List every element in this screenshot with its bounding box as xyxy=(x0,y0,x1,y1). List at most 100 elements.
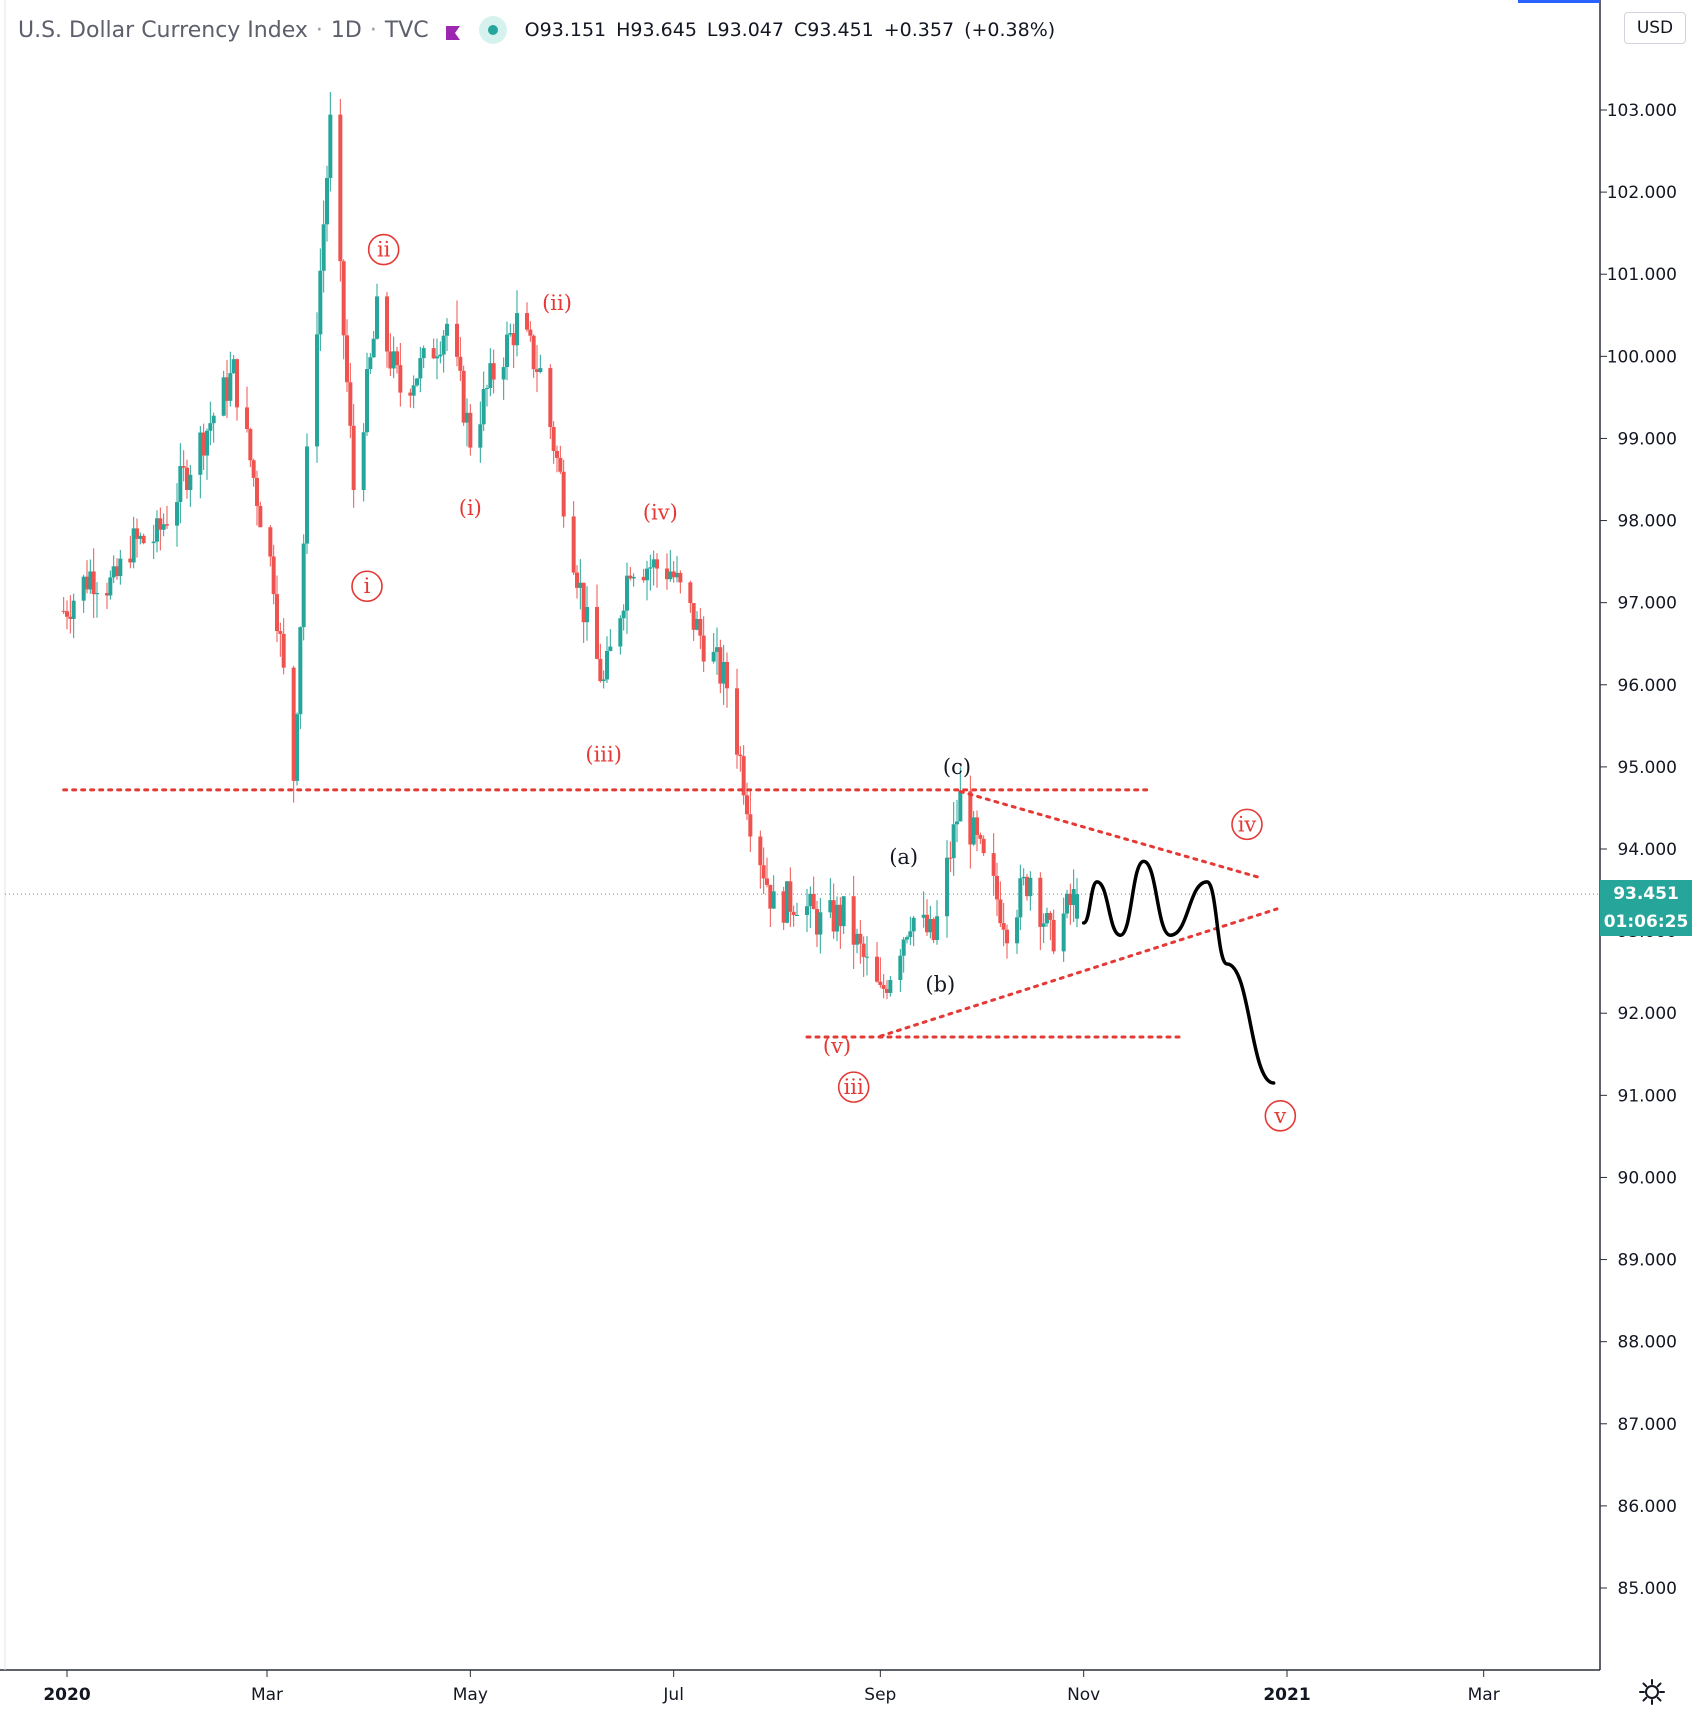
candle-body xyxy=(885,988,889,993)
wave-label[interactable]: i xyxy=(364,574,371,598)
candle-body xyxy=(161,524,166,530)
candle-body xyxy=(701,635,706,662)
projection-path[interactable] xyxy=(1081,859,1276,1085)
candle-body xyxy=(935,916,939,941)
candle-body xyxy=(888,979,893,993)
candle-body xyxy=(395,351,399,366)
candle-body xyxy=(858,933,863,944)
candle-body xyxy=(351,425,356,491)
candle-body xyxy=(1068,893,1073,906)
candle-body xyxy=(295,714,299,781)
candle-body xyxy=(415,378,419,386)
wave-label[interactable]: (b) xyxy=(925,972,955,996)
settings-gear-icon[interactable] xyxy=(1638,1678,1666,1706)
price-axis-label: 91.000 xyxy=(1618,1086,1677,1106)
change-percent: (+0.38%) xyxy=(964,19,1056,41)
separator-dot: · xyxy=(315,17,323,43)
candle-body xyxy=(445,323,449,336)
candle-body xyxy=(511,333,516,346)
candle-body xyxy=(488,363,493,389)
candle-body xyxy=(695,618,699,630)
candle-body xyxy=(95,593,99,595)
wave-label[interactable]: (iv) xyxy=(643,500,678,524)
candle-body xyxy=(485,388,489,390)
change-value: +0.357 xyxy=(883,19,955,41)
candle-body xyxy=(131,528,136,563)
candle-body xyxy=(721,661,726,684)
high-value: 93.645 xyxy=(630,19,697,41)
wave-label[interactable]: v xyxy=(1273,1104,1286,1128)
candle-body xyxy=(738,754,743,757)
candle-body xyxy=(158,518,163,530)
flag-icon[interactable] xyxy=(445,22,461,40)
candle-body xyxy=(641,576,646,581)
candle-body xyxy=(418,358,423,379)
symbol-name[interactable]: U.S. Dollar Currency Index xyxy=(18,17,308,43)
open-value: 93.151 xyxy=(539,19,607,41)
candle-body xyxy=(865,956,869,958)
wave-label-circle xyxy=(367,233,400,266)
candle-body xyxy=(371,338,376,358)
candle-body xyxy=(258,505,263,528)
currency-selector[interactable]: USD xyxy=(1624,12,1686,44)
time-axis-label: May xyxy=(453,1685,488,1705)
candle-body xyxy=(135,528,139,539)
candle-body xyxy=(205,430,209,456)
candle-body xyxy=(991,853,996,876)
candle-body xyxy=(508,333,513,335)
candle-body xyxy=(385,296,389,352)
price-axis-label: 96.000 xyxy=(1618,676,1677,696)
candle-body xyxy=(391,351,396,369)
candle-body xyxy=(365,369,369,433)
candle-body xyxy=(978,834,983,839)
wave-label[interactable]: (a) xyxy=(889,845,918,869)
interval-label[interactable]: 1D xyxy=(330,17,362,43)
candle-body xyxy=(461,370,466,423)
candle-body xyxy=(438,354,443,357)
triangle-lower-line[interactable] xyxy=(878,907,1279,1038)
candle-body xyxy=(105,593,109,596)
candle-body xyxy=(1051,919,1056,952)
separator-dot: · xyxy=(369,17,377,43)
wave-label[interactable]: (c) xyxy=(943,755,971,779)
candle-body xyxy=(698,618,703,636)
candle-body xyxy=(1071,888,1076,906)
candle-body xyxy=(528,329,533,336)
candle-body xyxy=(768,884,773,909)
wave-label[interactable]: ii xyxy=(377,238,391,262)
wave-label[interactable]: iii xyxy=(844,1075,864,1099)
candle-body xyxy=(725,661,729,689)
candle-body xyxy=(61,610,66,612)
candle-body xyxy=(958,791,963,822)
price-axis-label: 90.000 xyxy=(1618,1168,1677,1188)
triangle-upper-line[interactable] xyxy=(958,790,1262,880)
candle-body xyxy=(948,857,953,859)
candle-body xyxy=(318,270,323,335)
candle-body xyxy=(298,627,303,715)
wave-label[interactable]: (iii) xyxy=(585,743,622,767)
candle-body xyxy=(585,606,589,623)
candle-body xyxy=(1028,877,1033,897)
wave-label[interactable]: (v) xyxy=(823,1034,851,1058)
candle-body xyxy=(178,466,183,503)
candle-body xyxy=(441,335,446,355)
time-axis-label: Jul xyxy=(662,1685,684,1705)
candle-body xyxy=(278,631,283,634)
candle-body xyxy=(575,572,579,588)
low-value: 93.047 xyxy=(717,19,784,41)
price-axis-label: 94.000 xyxy=(1618,840,1677,860)
candle-body xyxy=(118,558,123,577)
candle-body xyxy=(771,891,776,909)
candle-body xyxy=(785,881,789,923)
candle-body xyxy=(198,432,203,475)
candle-body xyxy=(841,896,846,927)
wave-label[interactable]: iv xyxy=(1238,812,1257,836)
candle-body xyxy=(1075,894,1079,919)
candle-body xyxy=(505,334,509,368)
candle-body xyxy=(301,543,306,628)
wave-label[interactable]: (ii) xyxy=(542,291,572,315)
candle-body xyxy=(608,646,613,651)
wave-label[interactable]: (i) xyxy=(459,496,482,520)
